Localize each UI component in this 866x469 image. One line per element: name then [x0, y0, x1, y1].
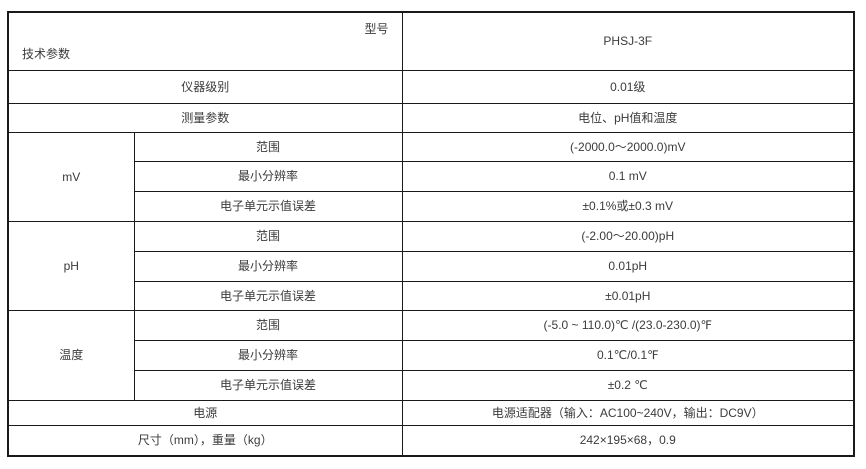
row-value-instrument-grade: 0.01级 — [401, 70, 855, 104]
row-value-mv-range: (-2000.0～2000.0)mV — [401, 132, 855, 162]
row-value-temp-resolution: 0.1℃/0.1℉ — [401, 340, 855, 371]
row-value-mv-error: ±0.1%或±0.3 mV — [401, 191, 855, 222]
row-value-ph-range: (-2.00～20.00)pH — [401, 221, 855, 252]
row-label-ph-range: 范围 — [133, 221, 403, 252]
table-row: 尺寸（mm），重量（kg） 242×195×68，0.9 — [7, 425, 855, 456]
table-row: 温度 范围 (-5.0 ~ 110.0)℃ /(23.0-230.0)℉ — [7, 310, 855, 401]
header-split-cell: 型号 技术参数 — [7, 11, 403, 71]
group-name-temperature: 温度 — [7, 310, 135, 401]
row-label-measurement-params: 测量参数 — [7, 103, 403, 133]
row-label-mv-error: 电子单元示值误差 — [133, 191, 403, 222]
table-row: 电源 电源适配器（输入：AC100~240V，输出：DC9V） — [7, 400, 855, 426]
row-label-mv-resolution: 最小分辨率 — [133, 161, 403, 192]
row-value-temp-error: ±0.2 ℃ — [401, 370, 855, 401]
row-value-ph-resolution: 0.01pH — [401, 251, 855, 282]
table-row: 最小分辨率 0.01pH — [8, 251, 855, 282]
row-label-mv-range: 范围 — [133, 132, 403, 162]
row-label-temp-range: 范围 — [133, 310, 403, 341]
row-label-ph-resolution: 最小分辨率 — [133, 251, 403, 282]
table-row: 测量参数 电位、pH值和温度 — [7, 103, 855, 133]
header-tech-params-label: 技术参数 — [22, 46, 71, 61]
spec-table: 型号 技术参数 PHSJ-3F 仪器级别 0.01级 测量参数 电位、pH值和温… — [7, 11, 855, 457]
header-split-inner: 型号 技术参数 — [13, 15, 398, 68]
row-label-temp-error: 电子单元示值误差 — [133, 370, 403, 401]
row-value-power: 电源适配器（输入：AC100~240V，输出：DC9V） — [401, 400, 855, 426]
table-row: 电子单元示值误差 ±0.1%或±0.3 mV — [8, 191, 855, 222]
table-row: 电子单元示值误差 ±0.01pH — [8, 281, 855, 311]
row-value-temp-range: (-5.0 ~ 110.0)℃ /(23.0-230.0)℉ — [401, 310, 855, 341]
table-row: 最小分辨率 0.1℃/0.1℉ — [8, 340, 855, 371]
row-label-power: 电源 — [7, 400, 403, 426]
group-name-ph: pH — [7, 221, 135, 311]
row-label-temp-resolution: 最小分辨率 — [133, 340, 403, 371]
row-label-ph-error: 电子单元示值误差 — [133, 281, 403, 311]
table-row: pH 范围 (-2.00～20.00)pH — [7, 221, 855, 311]
group-name-mv: mV — [7, 132, 135, 222]
row-label-instrument-grade: 仪器级别 — [7, 70, 403, 104]
row-value-dimensions-weight: 242×195×68，0.9 — [401, 425, 855, 456]
table-row: mV 范围 (-2000.0～2000.0)mV — [7, 132, 855, 222]
row-value-ph-error: ±0.01pH — [401, 281, 855, 311]
table-row: 仪器级别 0.01级 — [7, 70, 855, 104]
table-row: 电子单元示值误差 ±0.2 ℃ — [8, 370, 855, 401]
row-label-dimensions-weight: 尺寸（mm），重量（kg） — [7, 425, 403, 456]
model-value: PHSJ-3F — [401, 11, 855, 71]
header-model-label: 型号 — [364, 22, 389, 36]
table-row: 型号 技术参数 PHSJ-3F — [7, 11, 855, 71]
row-value-measurement-params: 电位、pH值和温度 — [401, 103, 855, 133]
row-value-mv-resolution: 0.1 mV — [401, 161, 855, 192]
table-row: 最小分辨率 0.1 mV — [8, 161, 855, 192]
